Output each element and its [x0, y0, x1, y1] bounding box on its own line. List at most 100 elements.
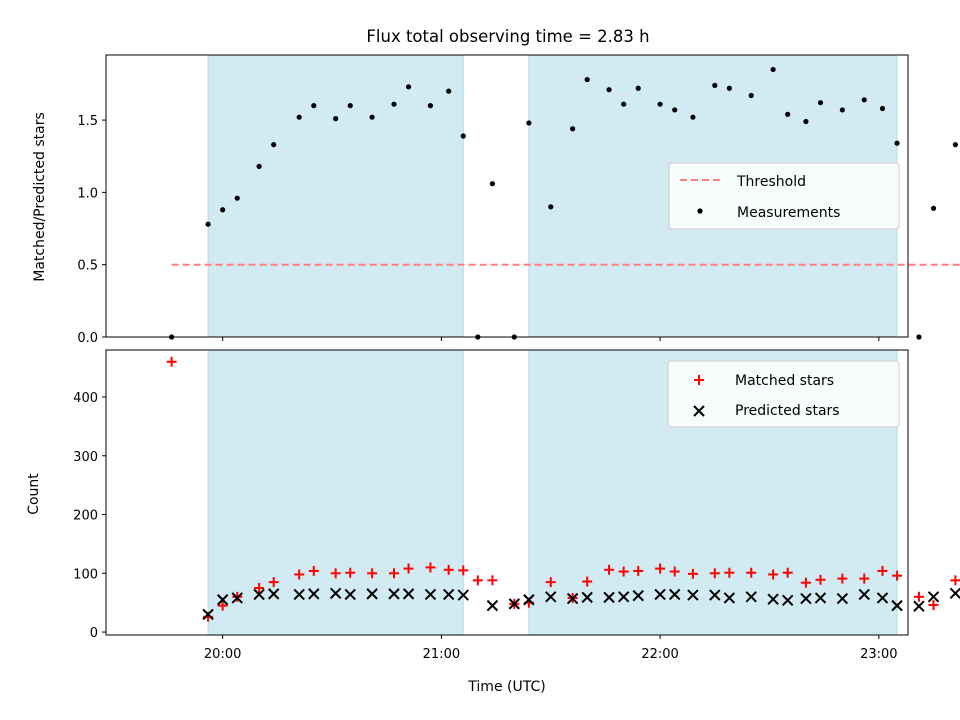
- matched-star-point: [669, 566, 680, 577]
- measurement-point: [606, 87, 612, 93]
- marker-stroke: [293, 588, 305, 601]
- legend-predicted-swatch: [693, 405, 705, 417]
- predicted-star-point: [523, 594, 535, 606]
- legend-measurements-label: Measurements: [737, 205, 840, 221]
- matched-star-point: [782, 567, 793, 578]
- measurement-point: [296, 114, 302, 120]
- measurement-point: [839, 107, 845, 113]
- bottom-legend: Matched stars Predicted stars: [667, 360, 900, 428]
- matched-star-point: [294, 569, 305, 580]
- marker-stroke: [668, 588, 681, 601]
- marker-stroke: [709, 589, 721, 601]
- marker-stroke: [687, 589, 699, 601]
- matched-star-point: [487, 575, 498, 586]
- observing-band: [207, 349, 464, 636]
- matched-star-point: [217, 600, 228, 611]
- matched-star-point: [633, 565, 644, 576]
- marker-stroke: [566, 592, 579, 605]
- marker-stroke: [745, 591, 757, 603]
- matched-star-point: [913, 591, 924, 602]
- predicted-star-point: [687, 589, 699, 601]
- measurement-point: [347, 103, 353, 109]
- matched-star-point: [458, 565, 469, 576]
- matched-star-point: [443, 564, 454, 575]
- matched-star-point: [746, 567, 757, 578]
- x-tick-label: 20:00: [204, 647, 241, 662]
- legend-matched-label: Matched stars: [735, 373, 834, 389]
- measurement-point: [391, 101, 397, 107]
- measurement-point: [712, 82, 718, 88]
- x-axis-label: Time (UTC): [467, 679, 545, 695]
- predicted-star-point: [442, 588, 455, 601]
- measurement-point: [952, 142, 958, 148]
- marker-stroke: [654, 588, 666, 601]
- top-panel: 0.0 0.5 1.0 1.5 Matched/Predicted stars Thr…: [32, 54, 960, 346]
- measurement-point: [690, 114, 696, 120]
- predicted-star-point: [800, 592, 812, 605]
- marker-stroke: [617, 591, 630, 603]
- predicted-star-point: [424, 588, 437, 601]
- plot-frame: [105, 349, 909, 636]
- measurement-point: [405, 84, 412, 90]
- marker-stroke: [876, 592, 889, 604]
- marker-stroke: [442, 588, 455, 601]
- marker-stroke: [913, 600, 925, 612]
- top-y-axis-label: Matched/Predicted stars: [32, 112, 48, 282]
- predicted-star-point: [508, 598, 520, 610]
- matched-star-point: [687, 568, 698, 579]
- measurement-point: [748, 92, 754, 99]
- marker-stroke: [202, 608, 214, 621]
- measurement-point: [489, 181, 496, 187]
- measurement-point: [726, 85, 732, 91]
- predicted-star-point: [202, 608, 214, 621]
- predicted-star-point: [876, 592, 889, 604]
- measurement-point: [526, 120, 532, 126]
- y-tick-label: 1.5: [77, 114, 98, 129]
- matched-star-point: [268, 577, 279, 588]
- predicted-star-point: [267, 588, 280, 600]
- marker-stroke: [329, 587, 342, 599]
- y-tick-label: 400: [73, 391, 98, 406]
- y-tick-label: 0: [90, 626, 98, 641]
- matched-star-point: [950, 575, 960, 586]
- x-tick-label: 21:00: [423, 647, 460, 662]
- marker-stroke: [486, 599, 499, 612]
- measurement-point: [861, 97, 867, 103]
- count-series: [166, 356, 960, 622]
- marker-stroke: [424, 588, 437, 601]
- predicted-star-point: [253, 588, 265, 601]
- predicted-star-point: [858, 588, 870, 601]
- matched-star-point: [815, 574, 826, 585]
- matched-star-point: [892, 570, 903, 581]
- marker-stroke: [693, 405, 705, 417]
- matched-star-point: [308, 565, 319, 576]
- measurement-point: [785, 111, 791, 117]
- marker-stroke: [388, 588, 400, 600]
- marker-stroke: [216, 594, 229, 606]
- y-tick-label: 1.0: [77, 186, 98, 201]
- plot-frame: [105, 54, 909, 338]
- measurement-point: [770, 66, 776, 73]
- marker-stroke: [545, 591, 557, 603]
- marker-stroke: [366, 588, 378, 600]
- predicted-star-point: [603, 591, 615, 604]
- predicted-star-point: [632, 589, 644, 602]
- y-tick-label: 300: [73, 450, 98, 465]
- legend-threshold-label: Threshold: [736, 174, 806, 190]
- measurement-point: [220, 207, 226, 213]
- bottom-axes: 010020030040020:0021:0022:0023:0000:0001…: [73, 349, 909, 662]
- predicted-star-point: [654, 588, 666, 601]
- marker-stroke: [767, 593, 779, 605]
- matched-star-point: [709, 568, 720, 579]
- y-tick-label: 100: [73, 567, 98, 582]
- matched-star-point: [367, 568, 378, 579]
- marker-stroke: [836, 592, 849, 605]
- measurement-point: [427, 103, 434, 109]
- measurements-series: [169, 66, 958, 340]
- marker-stroke: [267, 588, 280, 600]
- predicted-star-point: [709, 589, 721, 601]
- marker-stroke: [781, 594, 794, 607]
- measurement-point: [446, 88, 452, 94]
- marker-stroke: [814, 592, 827, 604]
